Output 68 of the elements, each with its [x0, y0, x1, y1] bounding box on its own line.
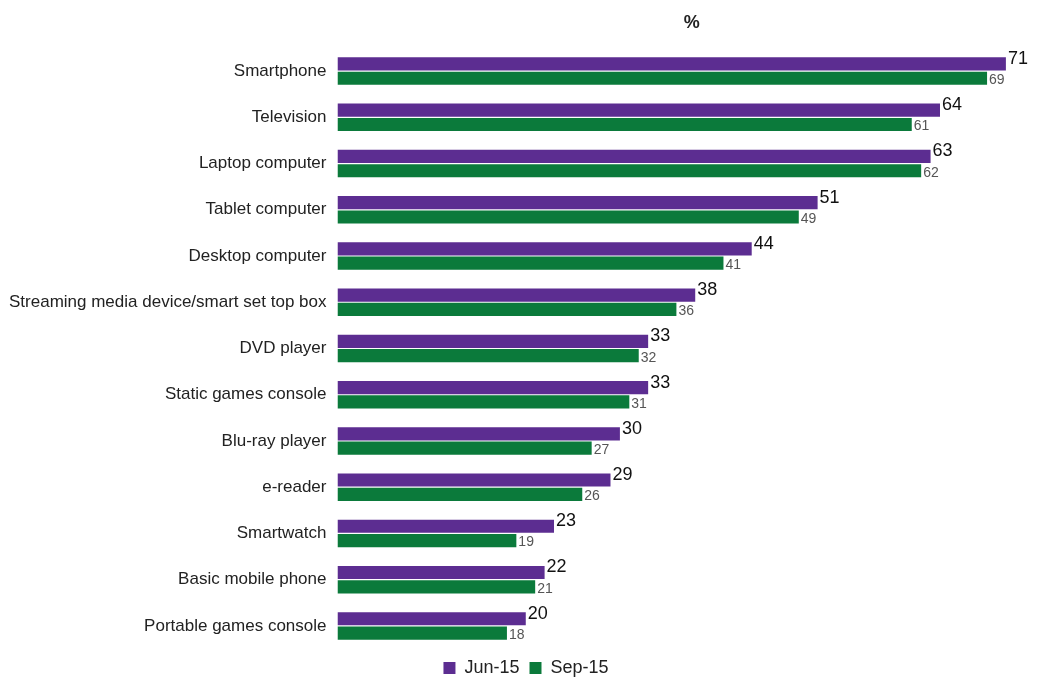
data-label: 38 [697, 279, 718, 300]
y-tick-label: Laptop computer [198, 153, 327, 173]
bar [337, 117, 912, 132]
y-tick-label: Portable games console [144, 615, 327, 635]
data-label: 27 [593, 440, 610, 457]
y-tick-label: Streaming media device/smart set top box [9, 291, 327, 311]
y-tick-label: Television [251, 107, 327, 127]
data-label: 18 [508, 625, 525, 642]
y-tick-label: Smartphone [233, 60, 327, 80]
data-label: 21 [537, 579, 553, 596]
chart-title: % [683, 11, 700, 32]
y-tick-label: Desktop computer [188, 245, 327, 265]
data-label: 22 [546, 556, 567, 577]
data-label: 30 [621, 417, 642, 438]
bar [337, 349, 639, 363]
bar [337, 534, 517, 548]
data-label: 61 [913, 117, 930, 134]
bar [337, 256, 724, 270]
bar [337, 164, 922, 178]
data-label: 69 [989, 71, 1005, 88]
bar [337, 580, 536, 594]
data-label: 20 [527, 602, 548, 623]
bar [337, 487, 583, 501]
bar [337, 196, 818, 210]
data-label: 62 [923, 163, 939, 180]
data-label: 51 [819, 186, 840, 207]
y-tick-label: Blu-ray player [221, 430, 327, 450]
data-label: 63 [932, 140, 953, 161]
y-tick-label: Static games console [164, 384, 327, 404]
y-tick-label: Tablet computer [205, 199, 327, 219]
data-label: 71 [1007, 47, 1028, 68]
bar [337, 473, 611, 487]
bar [337, 57, 1006, 71]
data-label: 19 [518, 533, 535, 550]
bar [337, 626, 507, 640]
data-label: 26 [584, 487, 601, 504]
bar [337, 242, 752, 256]
bar [337, 149, 931, 163]
data-label: 41 [725, 256, 742, 273]
y-tick-label: DVD player [239, 338, 327, 358]
y-tick-label: Basic mobile phone [178, 569, 327, 589]
data-label: 64 [941, 94, 963, 115]
bar [337, 519, 555, 533]
bar [337, 302, 677, 317]
bar [337, 210, 799, 224]
data-label: 32 [640, 348, 657, 365]
bar [337, 334, 649, 348]
bar [337, 565, 545, 580]
legend-label: Sep-15 [550, 656, 609, 677]
bar [337, 380, 649, 395]
bar [337, 395, 630, 409]
data-label: 23 [556, 510, 577, 531]
data-label: 49 [800, 209, 817, 226]
bar [337, 71, 988, 85]
bar [337, 103, 940, 117]
bar [337, 441, 592, 455]
bar [337, 612, 526, 626]
bar [337, 427, 620, 441]
data-label: 33 [650, 325, 671, 346]
y-tick-label: Smartwatch [236, 523, 327, 543]
data-label: 33 [650, 371, 671, 392]
data-label: 31 [631, 394, 648, 411]
y-tick-label: e-reader [262, 476, 327, 496]
data-label: 44 [753, 232, 774, 253]
bar [337, 288, 696, 302]
data-label: 36 [678, 302, 695, 319]
data-label: 29 [612, 464, 633, 484]
legend-label: Jun-15 [464, 656, 520, 677]
